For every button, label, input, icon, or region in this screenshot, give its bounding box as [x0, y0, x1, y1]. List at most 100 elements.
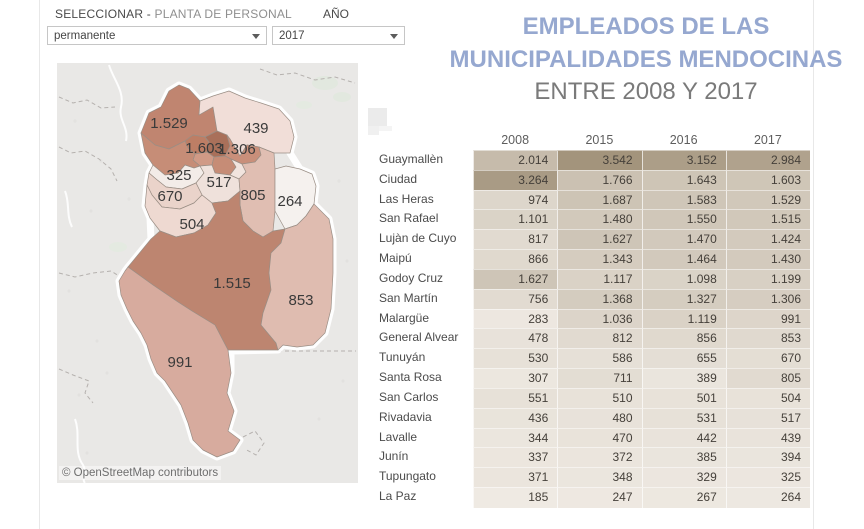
cell-2015[interactable]: 510	[557, 387, 642, 409]
cell-2008[interactable]: 530	[473, 348, 558, 370]
cell-2016[interactable]: 1.327	[641, 288, 726, 310]
cell-2008[interactable]: 1.627	[473, 268, 558, 290]
cell-2017[interactable]: 991	[725, 308, 810, 330]
cell-2016[interactable]: 1.470	[641, 229, 726, 251]
cell-2017[interactable]: 264	[725, 487, 810, 508]
cell-2008[interactable]: 3.264	[473, 169, 558, 191]
row-label[interactable]: San Martín	[379, 290, 438, 305]
cell-2015[interactable]: 586	[557, 348, 642, 370]
cell-2016[interactable]: 3.152	[641, 150, 726, 171]
row-label[interactable]: Lavalle	[379, 429, 418, 444]
col-header-2008[interactable]: 2008	[501, 133, 530, 147]
cell-2015[interactable]: 1.480	[557, 209, 642, 231]
cell-2016[interactable]: 442	[641, 427, 726, 449]
row-label[interactable]: General Alvear	[379, 330, 459, 345]
row-label[interactable]: Santa Rosa	[379, 370, 442, 385]
cell-2015[interactable]: 470	[557, 427, 642, 449]
cell-2015[interactable]: 372	[557, 447, 642, 469]
anio-dropdown[interactable]: 2017	[272, 26, 405, 45]
cell-2008[interactable]: 371	[473, 467, 558, 489]
cell-2016[interactable]: 531	[641, 407, 726, 429]
cell-2016[interactable]: 1.464	[641, 249, 726, 270]
row-label[interactable]: Lujàn de Cuyo	[379, 231, 457, 246]
cell-2015[interactable]: 247	[557, 487, 642, 508]
row-label[interactable]: Tunuyán	[379, 350, 426, 365]
cell-2017[interactable]: 504	[725, 387, 810, 409]
cell-2016[interactable]: 1.550	[641, 209, 726, 231]
cell-2008[interactable]: 866	[473, 249, 558, 270]
col-header-2015[interactable]: 2015	[585, 133, 614, 147]
row-label[interactable]: Godoy Cruz	[379, 270, 444, 285]
cell-2017[interactable]: 394	[725, 447, 810, 469]
cell-2015[interactable]: 711	[557, 368, 642, 389]
row-label[interactable]: Rivadavia	[379, 409, 432, 424]
cell-2015[interactable]: 1.627	[557, 229, 642, 251]
row-label[interactable]: Ciudad	[379, 171, 418, 186]
cell-2008[interactable]: 1.101	[473, 209, 558, 231]
row-label[interactable]: Junín	[379, 449, 409, 464]
cell-2015[interactable]: 1.687	[557, 189, 642, 211]
row-label[interactable]: Guaymallèn	[379, 152, 444, 166]
cell-2015[interactable]: 1.343	[557, 249, 642, 270]
cell-2017[interactable]: 853	[725, 328, 810, 350]
cell-2008[interactable]: 337	[473, 447, 558, 469]
cell-2017[interactable]: 1.306	[725, 288, 810, 310]
planta-dropdown[interactable]: permanente	[47, 26, 267, 45]
row-label[interactable]: Tupungato	[379, 469, 436, 484]
cell-2017[interactable]: 325	[725, 467, 810, 489]
cell-2016[interactable]: 389	[641, 368, 726, 389]
cell-2017[interactable]: 1.424	[725, 229, 810, 251]
cell-2017[interactable]: 805	[725, 368, 810, 389]
cell-2008[interactable]: 756	[473, 288, 558, 310]
cell-2015[interactable]: 480	[557, 407, 642, 429]
cell-2016[interactable]: 1.643	[641, 169, 726, 191]
map-attribution-link[interactable]: © OpenStreetMap contributors	[59, 466, 222, 480]
cell-2015[interactable]: 1.036	[557, 308, 642, 330]
region-general-alvear[interactable]	[260, 203, 334, 351]
cell-2015[interactable]: 348	[557, 467, 642, 489]
cell-2015[interactable]: 1.766	[557, 169, 642, 191]
cell-2015[interactable]: 812	[557, 328, 642, 350]
col-header-2017[interactable]: 2017	[753, 133, 782, 147]
row-label[interactable]: La Paz	[379, 489, 417, 504]
cell-2016[interactable]: 655	[641, 348, 726, 370]
cell-2008[interactable]: 283	[473, 308, 558, 330]
cell-2017[interactable]: 1.515	[725, 209, 810, 231]
cell-2017[interactable]: 1.603	[725, 169, 810, 191]
cell-2016[interactable]: 1.119	[641, 308, 726, 330]
cell-2008[interactable]: 344	[473, 427, 558, 449]
cell-2015[interactable]: 1.368	[557, 288, 642, 310]
row-label[interactable]: Maipú	[379, 251, 412, 266]
cell-2017[interactable]: 2.984	[725, 150, 810, 171]
row-label[interactable]: Malargüe	[379, 310, 430, 325]
cell-2008[interactable]: 185	[473, 487, 558, 508]
choropleth-map[interactable]: 1.529 439 1.603 1.306 325 517 670 805 26…	[57, 63, 358, 483]
cell-2016[interactable]: 329	[641, 467, 726, 489]
cell-2017[interactable]: 670	[725, 348, 810, 370]
cell-2008[interactable]: 436	[473, 407, 558, 429]
cell-2015[interactable]: 3.542	[557, 150, 642, 171]
row-label[interactable]: San Rafael	[379, 211, 439, 226]
cell-2016[interactable]: 856	[641, 328, 726, 350]
cell-2008[interactable]: 307	[473, 368, 558, 389]
cell-2008[interactable]: 2.014	[473, 150, 558, 171]
region-malargue[interactable]	[118, 266, 241, 458]
cell-2016[interactable]: 385	[641, 447, 726, 469]
cell-2016[interactable]: 267	[641, 487, 726, 508]
cell-2015[interactable]: 1.117	[557, 268, 642, 290]
cell-2017[interactable]: 439	[725, 427, 810, 449]
cell-2008[interactable]: 817	[473, 229, 558, 251]
cell-2017[interactable]: 1.199	[725, 268, 810, 290]
cell-2016[interactable]: 1.583	[641, 189, 726, 211]
cell-2017[interactable]: 517	[725, 407, 810, 429]
cell-2008[interactable]: 974	[473, 189, 558, 211]
cell-2016[interactable]: 501	[641, 387, 726, 409]
region-lavalle[interactable]	[198, 90, 295, 157]
cell-2017[interactable]: 1.529	[725, 189, 810, 211]
cell-2017[interactable]: 1.430	[725, 249, 810, 270]
cell-2008[interactable]: 478	[473, 328, 558, 350]
row-label[interactable]: San Carlos	[379, 389, 439, 404]
row-label[interactable]: Las Heras	[379, 191, 434, 206]
cell-2016[interactable]: 1.098	[641, 268, 726, 290]
cell-2008[interactable]: 551	[473, 387, 558, 409]
